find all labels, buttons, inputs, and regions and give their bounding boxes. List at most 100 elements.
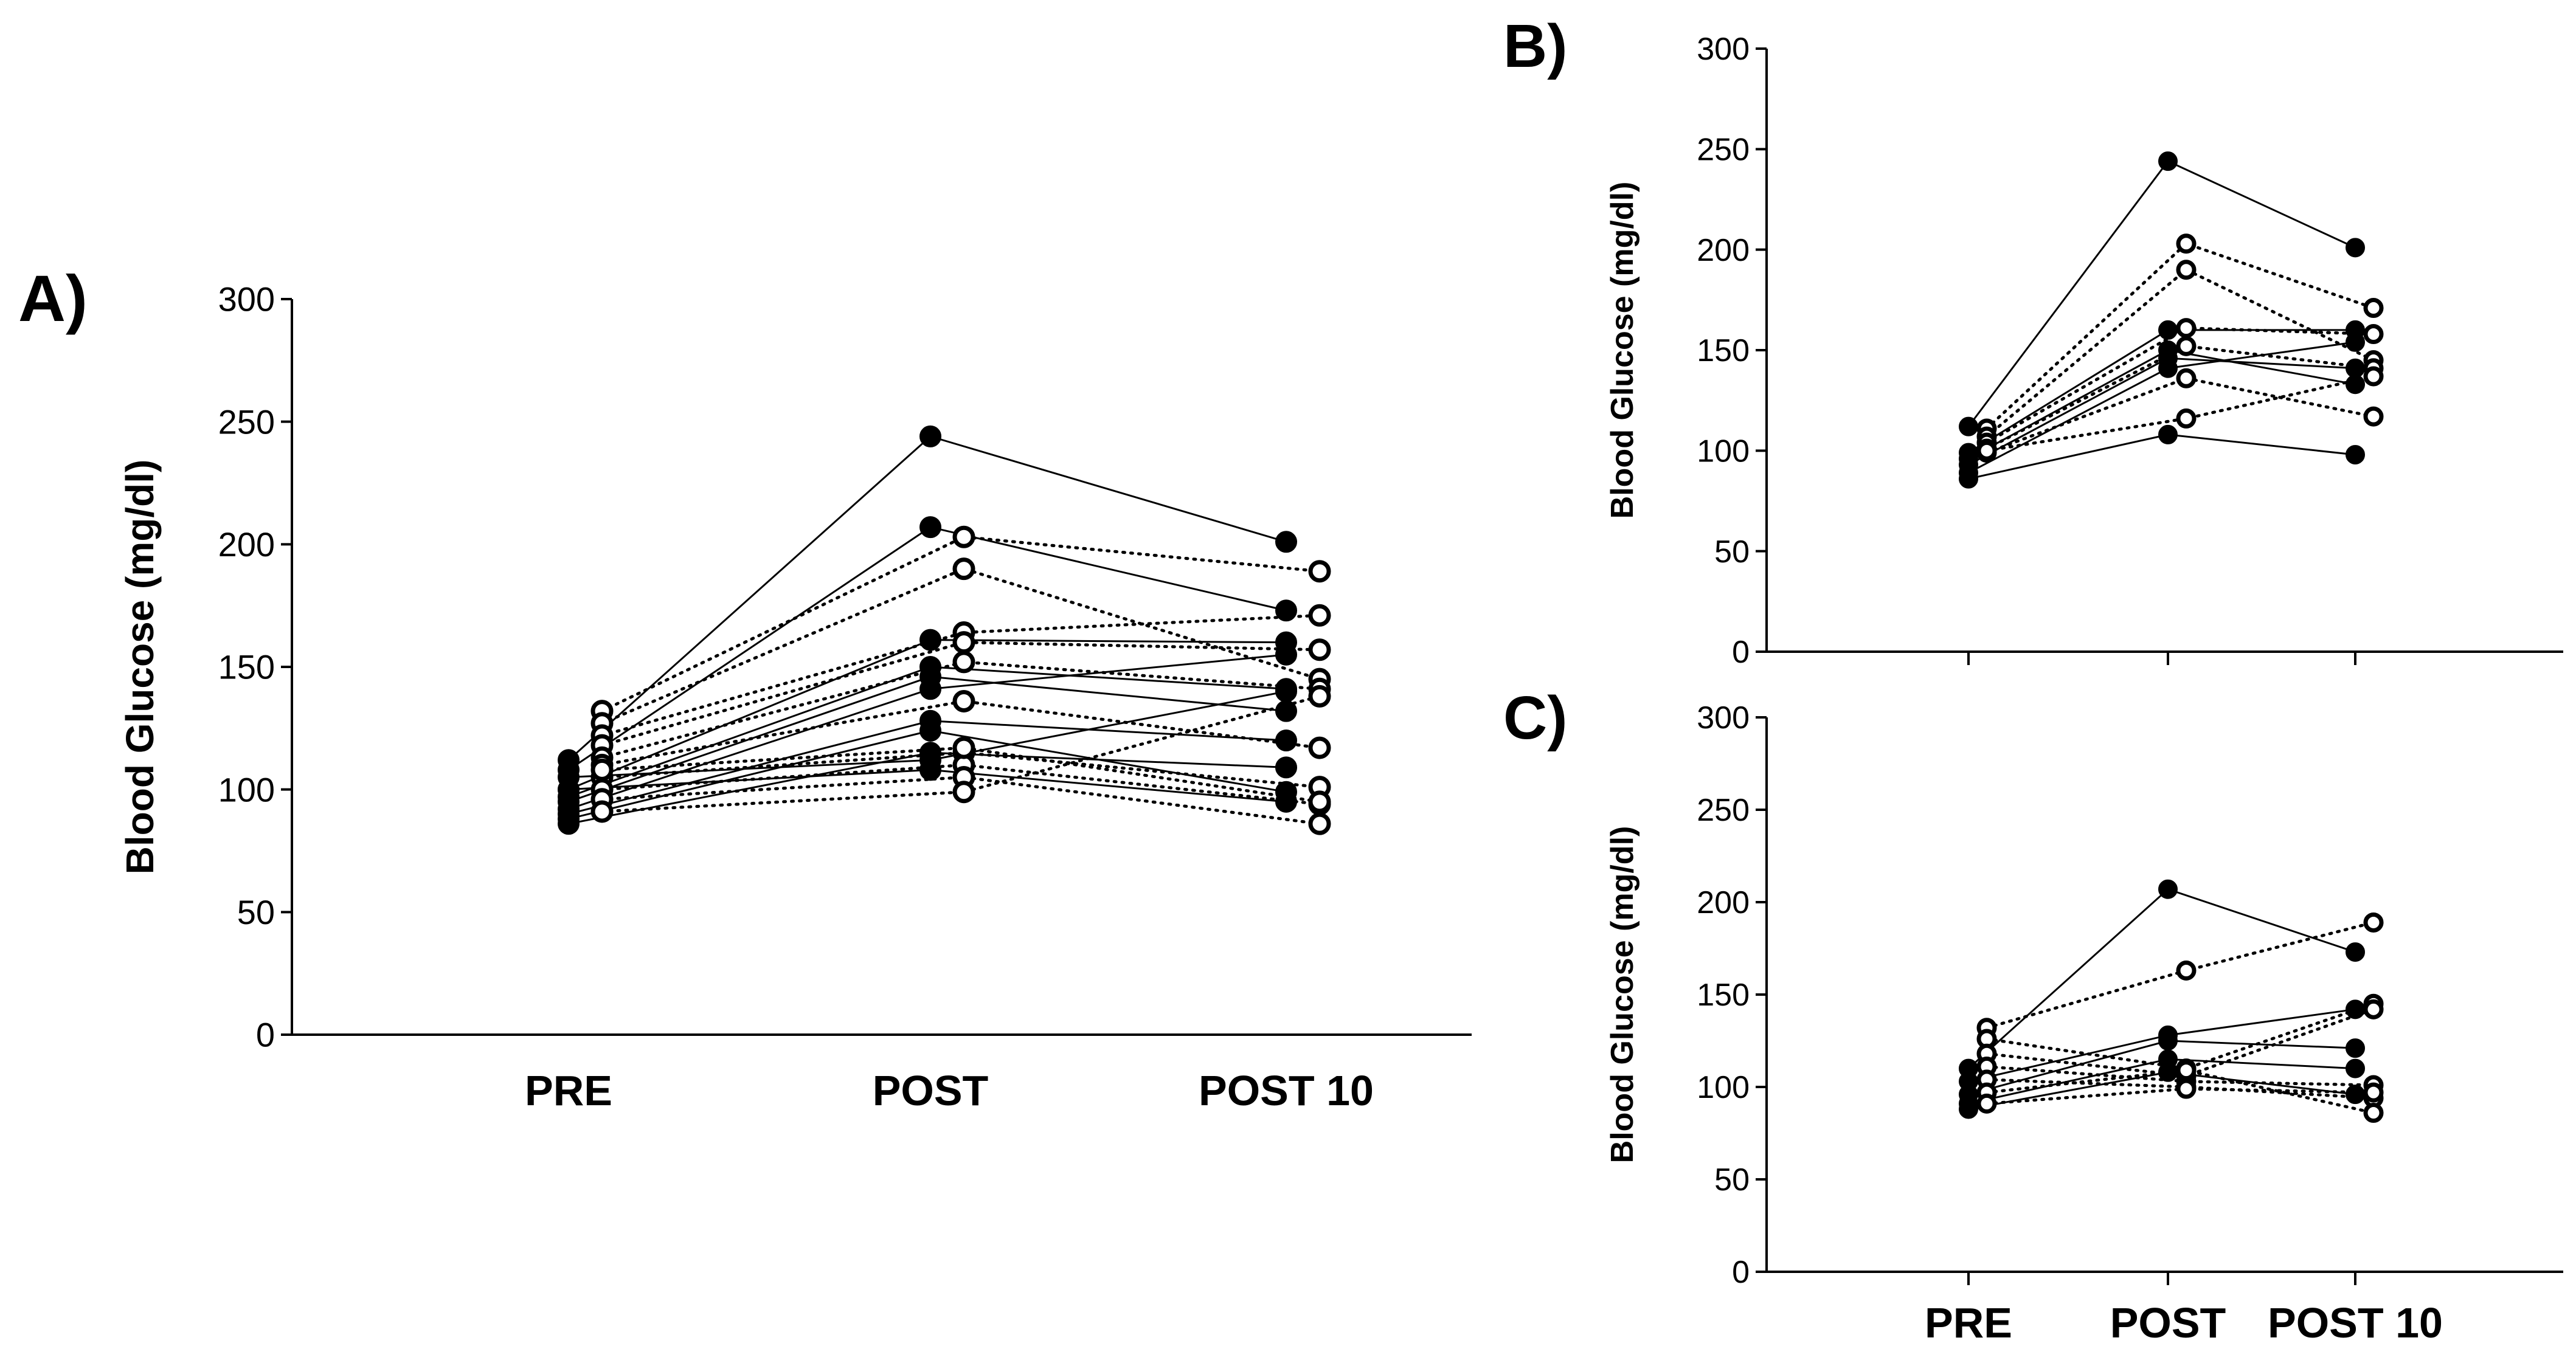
data-point-open <box>1308 685 1331 708</box>
data-point-open <box>952 631 975 654</box>
data-point-open <box>1308 604 1331 627</box>
series-line-closed <box>1967 160 2356 427</box>
data-point-closed <box>1275 700 1297 722</box>
data-point-open <box>590 800 614 823</box>
y-tick-label: 0 <box>1732 1255 1750 1290</box>
data-point-closed <box>1959 416 1978 436</box>
data-point-open <box>1308 638 1331 661</box>
data-point-open <box>2363 406 2384 427</box>
panel-label: C) <box>1503 684 1568 752</box>
y-axis-label: Blood Glucose (mg/dl) <box>1605 826 1640 1164</box>
data-point-open <box>952 781 975 804</box>
series-line-open <box>600 567 1321 725</box>
data-point-open <box>1976 440 1997 461</box>
data-point-closed <box>1275 531 1297 553</box>
y-tick-label: 200 <box>1697 233 1750 268</box>
data-point-closed <box>919 678 941 700</box>
y-tick-label: 200 <box>1697 885 1750 920</box>
data-point-open <box>590 758 614 781</box>
y-tick-label: 200 <box>218 525 275 564</box>
y-tick-label: 150 <box>218 648 275 686</box>
data-point-open <box>2363 999 2384 1019</box>
data-point-closed <box>2346 332 2365 352</box>
data-point-closed <box>2346 1085 2365 1105</box>
data-point-open <box>2176 1060 2197 1081</box>
data-point-open <box>952 689 975 712</box>
data-point-closed <box>2158 1031 2178 1050</box>
y-tick-label: 250 <box>218 402 275 441</box>
data-point-closed <box>1275 790 1297 813</box>
x-tick-label: PRE <box>1925 1299 2012 1347</box>
data-point-closed <box>558 766 580 788</box>
data-point-open <box>2176 233 2197 254</box>
x-tick-label: PRE <box>525 1067 612 1114</box>
panel-label: B) <box>1503 12 1568 80</box>
data-point-closed <box>2158 879 2178 899</box>
data-point-closed <box>1275 680 1297 703</box>
y-axis-label: Blood Glucose (mg/dl) <box>118 460 162 875</box>
data-point-closed <box>2158 1062 2178 1082</box>
y-tick-label: 250 <box>1697 133 1750 168</box>
data-point-closed <box>919 516 941 539</box>
data-point-open <box>2176 1078 2197 1099</box>
data-point-closed <box>2346 358 2365 378</box>
panel-a: A) 0 50 100 150 200 250 300 PRE POST POST 10 Blood … <box>18 261 1472 1114</box>
y-tick-label: 100 <box>218 770 275 809</box>
data-point-open <box>952 557 975 581</box>
panel-label: A) <box>18 261 88 335</box>
data-point-open <box>1308 736 1331 759</box>
data-point-open <box>2363 912 2384 933</box>
data-point-open <box>2363 366 2384 387</box>
data-point-closed <box>2158 320 2178 340</box>
y-tick-label: 100 <box>1697 1070 1750 1105</box>
data-point-closed <box>919 629 941 651</box>
y-tick-label: 150 <box>1697 978 1750 1013</box>
data-point-closed <box>2346 1038 2365 1058</box>
data-point-open <box>1308 812 1331 835</box>
data-point-closed <box>2158 151 2178 171</box>
data-point-closed <box>2158 424 2178 444</box>
data-point-open <box>952 736 975 759</box>
data-point-open <box>1308 560 1331 583</box>
data-point-closed <box>2346 999 2365 1019</box>
x-tick-label: POST <box>2110 1299 2226 1347</box>
data-point-closed <box>1275 756 1297 779</box>
data-point-closed <box>919 719 941 742</box>
series-line-open <box>600 641 1321 747</box>
data-point-closed <box>1959 1099 1978 1119</box>
y-tick-label: 50 <box>1714 534 1750 570</box>
data-point-closed <box>2346 1058 2365 1078</box>
y-tick-label: 50 <box>1714 1162 1750 1198</box>
y-axis-label: Blood Glucose (mg/dl) <box>1605 182 1640 519</box>
data-point-open <box>2176 408 2197 429</box>
y-tick-label: 300 <box>218 280 275 319</box>
data-point-open <box>2176 260 2197 280</box>
y-tick-label: 250 <box>1697 793 1750 828</box>
data-point-closed <box>558 813 580 835</box>
data-point-open <box>2176 318 2197 339</box>
y-tick-label: 50 <box>237 893 275 931</box>
data-point-open <box>1976 1093 1997 1114</box>
data-point-open <box>2176 336 2197 356</box>
data-point-closed <box>2346 444 2365 464</box>
data-point-open <box>1308 790 1331 813</box>
data-point-closed <box>919 749 941 771</box>
data-point-closed <box>2346 942 2365 962</box>
y-tick-label: 0 <box>1732 635 1750 670</box>
data-point-closed <box>2158 358 2178 378</box>
data-point-open <box>952 650 975 674</box>
data-point-closed <box>1275 730 1297 751</box>
y-tick-label: 0 <box>256 1016 275 1054</box>
series-line-open <box>600 535 1321 713</box>
data-point-closed <box>1275 599 1297 622</box>
y-tick-label: 150 <box>1697 333 1750 368</box>
y-tick-label: 300 <box>1697 700 1750 736</box>
data-point-open <box>2363 324 2384 345</box>
data-point-open <box>2176 960 2197 981</box>
data-point-closed <box>919 425 941 447</box>
data-point-open <box>2176 368 2197 388</box>
data-point-closed <box>2346 238 2365 258</box>
panel-b: B) 0 50 100 150 200 250 300 Blood Glucose (mg/dl… <box>1503 12 2563 670</box>
data-point-closed <box>1959 469 1978 489</box>
